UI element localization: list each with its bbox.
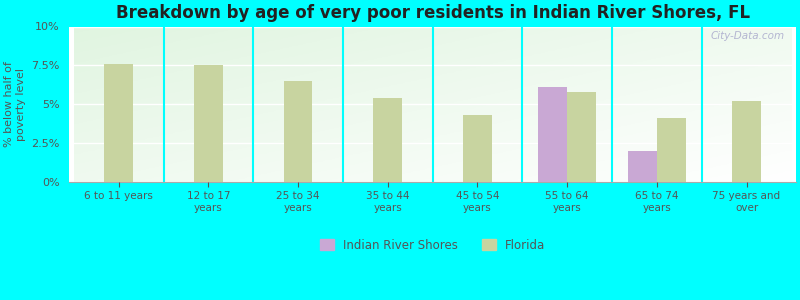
Bar (567, 92, 596, 182)
Bar (628, 151, 657, 182)
Title: Breakdown by age of very poor residents in Indian River Shores, FL: Breakdown by age of very poor residents … (115, 4, 750, 22)
Bar (374, 98, 402, 182)
Bar (194, 65, 222, 182)
Bar (104, 64, 133, 182)
Bar (657, 118, 686, 182)
Text: City-Data.com: City-Data.com (711, 31, 785, 41)
Y-axis label: % below half of
poverty level: % below half of poverty level (4, 61, 26, 147)
Legend: Indian River Shores, Florida: Indian River Shores, Florida (315, 234, 550, 256)
Bar (538, 87, 567, 182)
Bar (732, 101, 761, 182)
Bar (284, 81, 313, 182)
Bar (463, 115, 492, 182)
